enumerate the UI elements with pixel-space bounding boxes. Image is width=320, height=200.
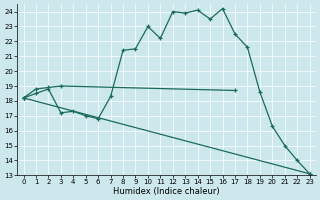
X-axis label: Humidex (Indice chaleur): Humidex (Indice chaleur) xyxy=(113,187,220,196)
